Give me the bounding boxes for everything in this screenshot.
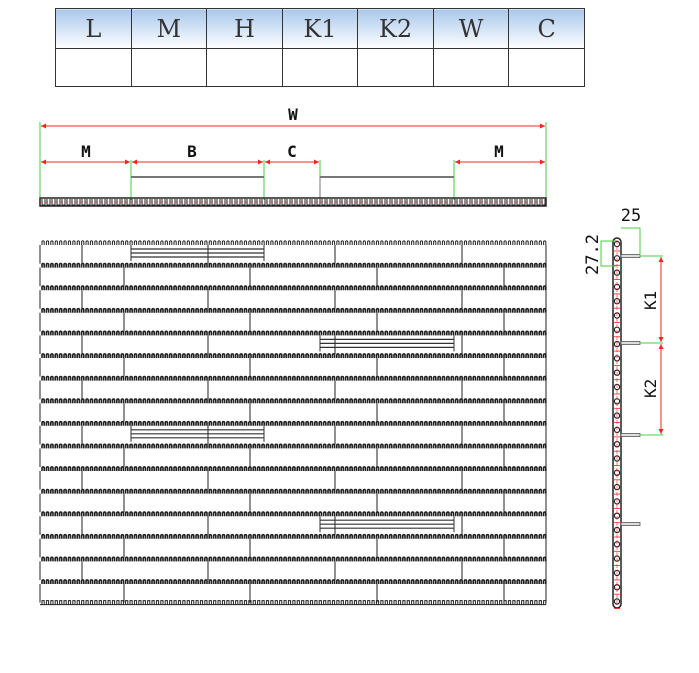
side-flight — [620, 433, 641, 437]
row-hinge-teeth — [41, 285, 547, 291]
belt-row — [39, 353, 547, 377]
belt-row — [39, 511, 547, 535]
value-w — [432, 48, 510, 87]
side-flight — [620, 341, 641, 345]
value-k1 — [281, 48, 359, 87]
header-l: L — [55, 8, 132, 49]
strip-links — [41, 199, 546, 206]
side-view: 25 27.2 K1 K2 — [583, 206, 664, 609]
label-27-2: 27.2 — [583, 234, 603, 275]
row-hinge-teeth — [41, 240, 547, 245]
belt-row — [39, 262, 547, 287]
belt-row — [39, 533, 547, 558]
row-hinge-teeth — [41, 353, 547, 358]
row-hinge-teeth — [41, 420, 547, 426]
belt-row — [39, 375, 547, 400]
row-hinge-teeth — [41, 511, 547, 517]
belt-edge-strip — [39, 197, 547, 207]
header-k2: K2 — [357, 8, 434, 49]
row-hinge-teeth — [41, 307, 547, 313]
label-w: W — [288, 105, 298, 124]
belt-row — [39, 330, 547, 354]
chain-outline — [612, 237, 622, 609]
flight — [130, 245, 265, 261]
value-h — [206, 48, 283, 87]
dim-27-2-ext — [600, 240, 616, 267]
side-flight — [620, 522, 641, 526]
top-view: W M B C M — [39, 105, 547, 207]
hinge-pin — [613, 598, 621, 605]
label-b: B — [187, 142, 197, 161]
belt-row — [39, 579, 547, 603]
header-h: H — [206, 8, 283, 49]
value-k2 — [357, 48, 434, 87]
side-flight — [620, 254, 641, 258]
belt-row — [39, 240, 547, 264]
label-m-right: M — [494, 142, 504, 161]
header-c: C — [508, 8, 585, 49]
row-hinge-teeth — [41, 579, 547, 584]
flight — [130, 425, 265, 442]
value-l — [55, 48, 132, 87]
label-c: C — [287, 142, 297, 161]
row-hinge-teeth — [41, 488, 547, 494]
hinge-pin — [613, 412, 621, 419]
flight — [319, 335, 455, 352]
bottom-hinge-teeth — [41, 600, 547, 605]
belt-row — [39, 556, 547, 580]
belt-row — [39, 443, 547, 467]
hinge-pin — [613, 526, 621, 534]
belt-row — [39, 307, 547, 332]
header-w: W — [432, 8, 510, 49]
belt-row — [39, 488, 547, 513]
label-k1: K1 — [641, 291, 660, 310]
belt-row — [39, 420, 547, 445]
belt-row — [39, 466, 547, 490]
plan-view — [39, 240, 547, 606]
hinge-pin — [613, 455, 621, 462]
value-c — [508, 48, 585, 87]
spec-table: L M H K1 K2 W C — [55, 8, 585, 87]
belt-row — [39, 285, 547, 309]
header-k1: K1 — [281, 8, 359, 49]
label-25: 25 — [621, 206, 641, 226]
label-m-left: M — [81, 142, 91, 161]
row-hinge-teeth — [41, 262, 547, 268]
value-m — [130, 48, 208, 87]
row-hinge-teeth — [41, 466, 547, 471]
flight — [319, 516, 455, 533]
belt-row — [39, 398, 547, 422]
row-hinge-teeth — [41, 330, 547, 336]
row-hinge-teeth — [41, 375, 547, 381]
row-hinge-teeth — [41, 443, 547, 449]
row-hinge-teeth — [41, 556, 547, 562]
hinge-pin — [613, 340, 621, 348]
row-hinge-teeth — [41, 398, 547, 404]
label-k2: K2 — [641, 379, 660, 398]
dim-25-ext — [621, 227, 641, 256]
row-hinge-teeth — [41, 533, 547, 539]
